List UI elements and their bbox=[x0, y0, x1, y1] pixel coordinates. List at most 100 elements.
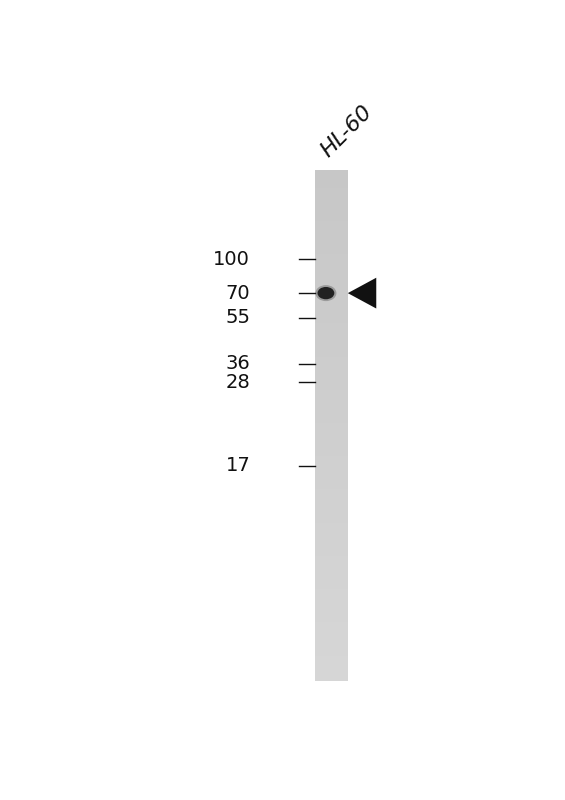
Bar bbox=[315, 500, 347, 502]
Bar bbox=[315, 246, 347, 249]
Bar bbox=[315, 306, 347, 308]
Bar bbox=[315, 351, 347, 354]
Bar bbox=[315, 408, 347, 410]
Bar bbox=[315, 287, 347, 290]
Bar bbox=[315, 379, 347, 382]
Bar bbox=[315, 551, 347, 554]
Bar bbox=[315, 669, 347, 671]
Bar bbox=[315, 646, 347, 648]
Bar bbox=[315, 193, 347, 195]
Bar bbox=[315, 507, 347, 510]
Bar bbox=[315, 211, 347, 214]
Bar bbox=[315, 666, 347, 669]
Bar bbox=[315, 477, 347, 479]
Bar bbox=[315, 446, 347, 449]
Bar bbox=[315, 359, 347, 362]
Bar bbox=[315, 234, 347, 236]
Bar bbox=[315, 454, 347, 456]
Bar bbox=[315, 298, 347, 300]
Bar bbox=[315, 323, 347, 326]
Bar bbox=[315, 538, 347, 541]
Bar bbox=[315, 638, 347, 640]
Bar bbox=[315, 170, 347, 173]
Bar bbox=[315, 293, 347, 295]
Bar bbox=[315, 566, 347, 569]
Bar bbox=[315, 502, 347, 505]
Bar bbox=[315, 182, 347, 186]
Bar bbox=[315, 490, 347, 492]
Bar bbox=[315, 430, 347, 434]
Bar bbox=[315, 584, 347, 586]
Bar bbox=[315, 262, 347, 265]
Bar bbox=[315, 656, 347, 658]
Bar bbox=[315, 224, 347, 226]
Bar bbox=[315, 236, 347, 239]
Bar bbox=[315, 336, 347, 338]
Bar bbox=[315, 374, 347, 377]
Bar bbox=[315, 413, 347, 415]
Bar bbox=[315, 382, 347, 385]
Bar bbox=[315, 318, 347, 321]
Bar bbox=[315, 607, 347, 610]
Bar bbox=[315, 582, 347, 584]
Bar bbox=[315, 678, 347, 682]
Bar bbox=[315, 640, 347, 643]
Bar bbox=[315, 366, 347, 370]
Bar bbox=[315, 354, 347, 357]
Bar bbox=[315, 434, 347, 436]
Bar bbox=[315, 402, 347, 405]
Bar bbox=[315, 576, 347, 579]
Bar bbox=[315, 535, 347, 538]
Bar bbox=[315, 520, 347, 522]
Bar bbox=[315, 592, 347, 594]
Bar bbox=[315, 186, 347, 188]
Bar bbox=[315, 270, 347, 272]
Bar bbox=[315, 249, 347, 252]
Bar bbox=[315, 518, 347, 520]
Bar bbox=[315, 423, 347, 426]
Bar bbox=[315, 188, 347, 190]
Bar bbox=[315, 548, 347, 551]
Bar bbox=[315, 494, 347, 497]
Bar bbox=[315, 462, 347, 464]
Bar bbox=[315, 316, 347, 318]
Bar bbox=[315, 589, 347, 592]
Bar bbox=[315, 622, 347, 625]
Bar bbox=[315, 190, 347, 193]
Bar bbox=[315, 643, 347, 646]
Text: 28: 28 bbox=[225, 373, 250, 392]
Bar bbox=[315, 257, 347, 259]
Bar bbox=[315, 214, 347, 216]
Bar bbox=[315, 267, 347, 270]
Bar bbox=[315, 505, 347, 507]
Text: 55: 55 bbox=[225, 308, 250, 327]
Bar bbox=[315, 618, 347, 620]
Bar bbox=[315, 530, 347, 533]
Bar bbox=[315, 321, 347, 323]
Bar bbox=[315, 346, 347, 349]
Bar bbox=[315, 602, 347, 605]
Bar bbox=[315, 497, 347, 500]
Bar bbox=[315, 528, 347, 530]
Bar bbox=[315, 474, 347, 477]
Bar bbox=[315, 482, 347, 484]
Bar bbox=[315, 627, 347, 630]
Bar bbox=[315, 594, 347, 597]
Bar bbox=[315, 418, 347, 421]
Bar bbox=[315, 180, 347, 182]
Bar bbox=[315, 426, 347, 428]
Bar bbox=[315, 653, 347, 656]
Text: 100: 100 bbox=[213, 250, 250, 269]
Bar bbox=[315, 300, 347, 303]
Bar bbox=[315, 648, 347, 650]
Bar bbox=[315, 492, 347, 494]
Bar bbox=[315, 633, 347, 635]
Bar bbox=[315, 484, 347, 487]
Bar bbox=[315, 515, 347, 518]
Bar bbox=[315, 254, 347, 257]
Bar bbox=[315, 244, 347, 246]
Bar bbox=[315, 436, 347, 438]
Bar bbox=[315, 226, 347, 229]
Bar bbox=[315, 400, 347, 402]
Bar bbox=[315, 370, 347, 372]
